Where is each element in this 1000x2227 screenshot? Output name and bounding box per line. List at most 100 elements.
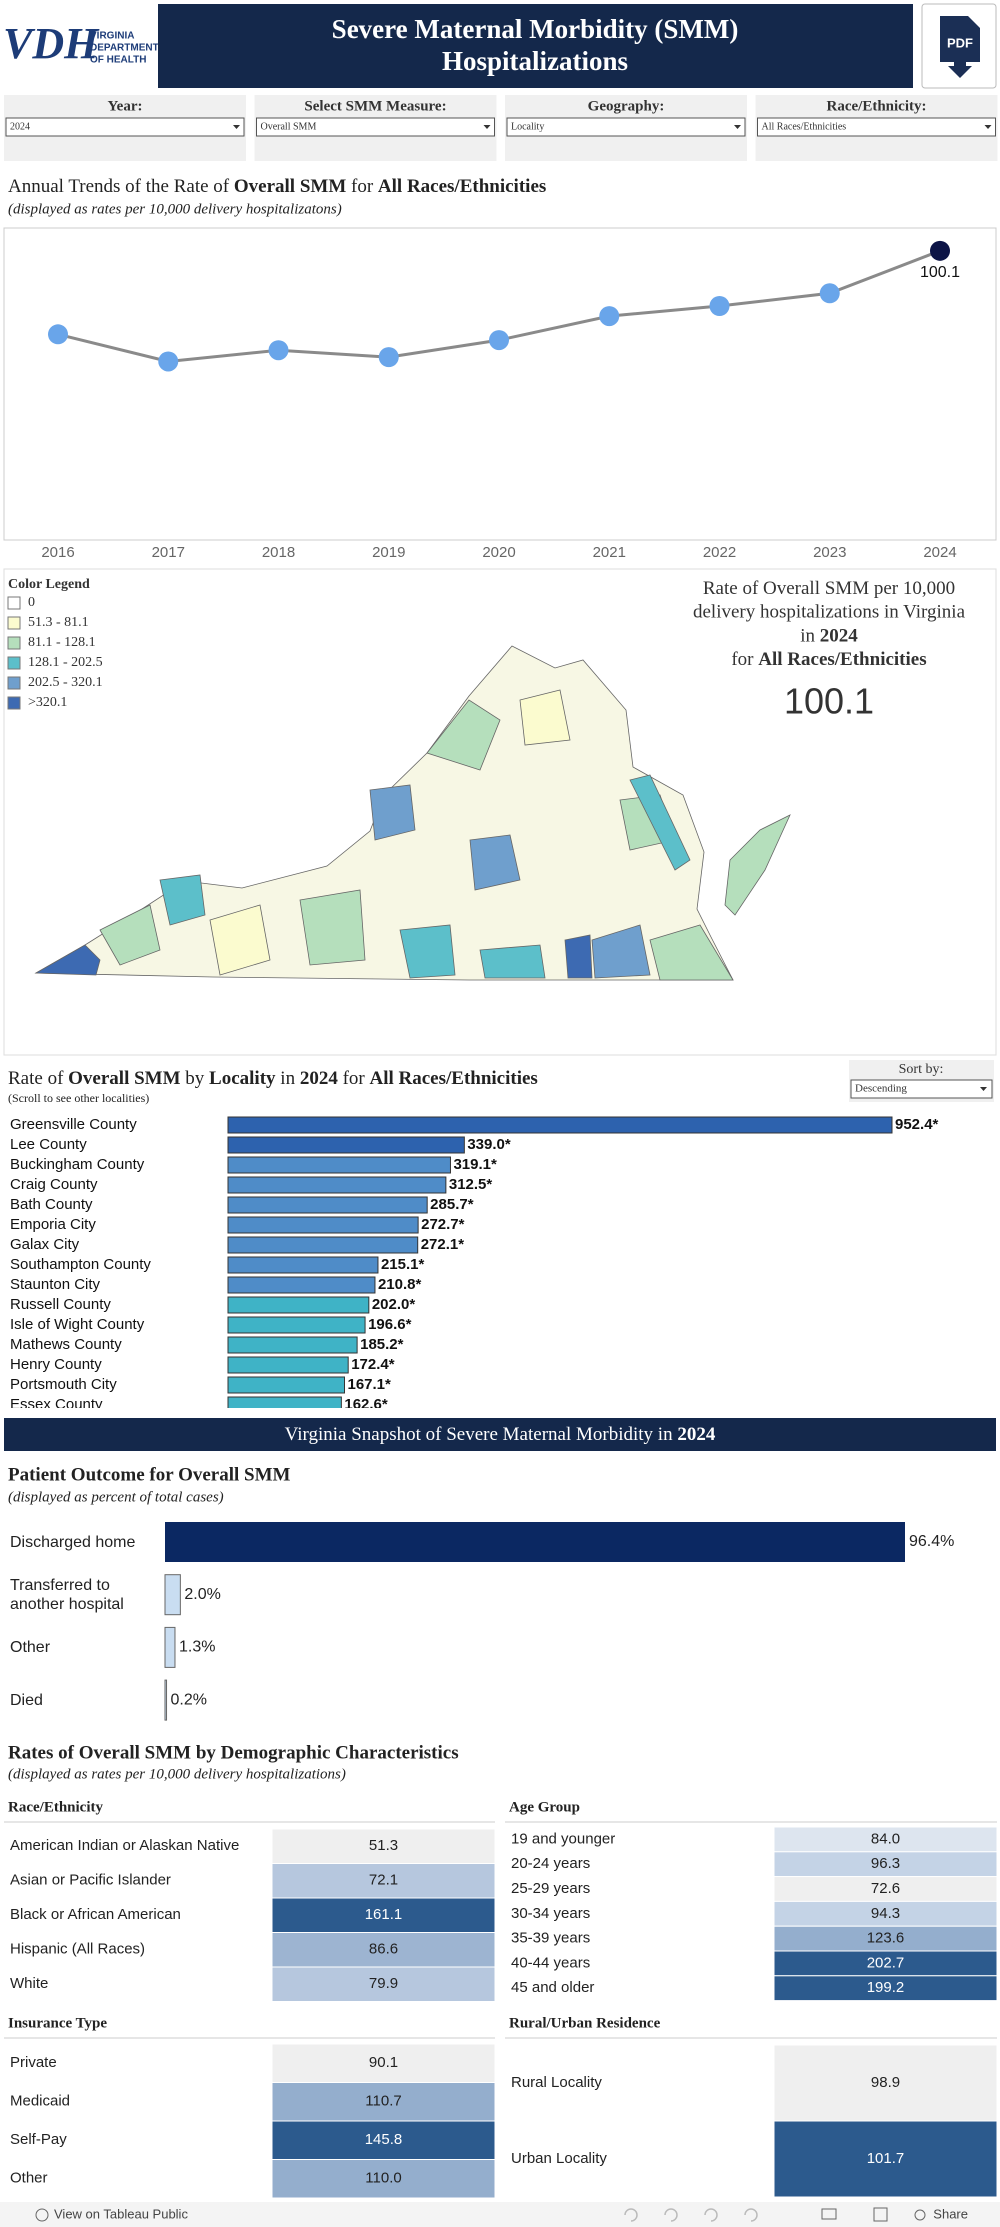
text-part: 2024	[820, 626, 859, 647]
bar	[227, 1296, 370, 1314]
cell-value: 72.6	[871, 1880, 900, 1897]
row-label: 30-34 years	[511, 1905, 590, 1922]
bar-category: Lee County	[10, 1136, 87, 1153]
toolbar-icon[interactable]	[664, 2208, 678, 2222]
legend-label: 81.1 - 128.1	[28, 635, 96, 650]
x-tick-label: 2017	[152, 544, 185, 561]
legend-swatch	[7, 616, 21, 630]
map-region	[649, 924, 734, 981]
cell-value: 161.1	[365, 1906, 403, 1923]
toolbar-icon[interactable]	[744, 2208, 758, 2222]
toolbar-icon[interactable]	[821, 2208, 837, 2220]
data-label: 952.4*	[895, 1116, 939, 1133]
filter-dropdown[interactable]	[5, 117, 245, 137]
x-tick-label: 2023	[813, 544, 846, 561]
row-label: 40-44 years	[511, 1954, 590, 1971]
tableau-link[interactable]: View on Tableau Public	[54, 2206, 188, 2221]
bar	[227, 1256, 379, 1274]
map-region	[479, 944, 546, 979]
filter-dropdown[interactable]	[757, 117, 996, 137]
chart-title: Annual Trends of the Rate of Overall SMM…	[8, 176, 546, 197]
text-part: Rate of Overall SMM per 10,000	[703, 578, 955, 599]
chart-subtitle: (displayed as percent of total cases)	[8, 1489, 224, 1505]
row-label: 19 and younger	[511, 1830, 615, 1847]
legend-swatch	[7, 596, 21, 610]
text-part: 2024	[677, 1424, 716, 1445]
legend-label: 51.3 - 81.1	[28, 615, 89, 630]
map-info: Rate of Overall SMM per 10,000	[703, 578, 955, 599]
text-part: 2024	[300, 1068, 339, 1089]
bar-category: Emporia City	[10, 1216, 96, 1233]
trend-point	[819, 283, 840, 304]
toolbar-icon[interactable]	[704, 2208, 718, 2222]
dropdown-arrow	[980, 1087, 987, 1091]
trend-point	[48, 324, 68, 345]
table-cell	[773, 1925, 998, 1952]
legend-swatch	[7, 636, 21, 650]
table-cell	[271, 1966, 496, 2002]
row-label: Self-Pay	[10, 2131, 67, 2148]
map-value: 100.1	[784, 681, 874, 722]
text-part: in	[800, 626, 820, 647]
map-region	[99, 904, 161, 966]
bar-category: Southampton County	[10, 1256, 151, 1273]
row-label: 45 and older	[511, 1979, 594, 1996]
bar-category: Henry County	[10, 1356, 102, 1373]
data-label: 202.0*	[372, 1296, 416, 1313]
sort-dropdown[interactable]	[850, 1079, 993, 1099]
bar-category: Discharged home	[10, 1533, 136, 1551]
trend-point	[709, 296, 730, 316]
x-tick-label: 2024	[923, 544, 956, 561]
text-part: Virginia Snapshot of Severe Maternal Mor…	[285, 1424, 678, 1445]
row-label: 20-24 years	[511, 1855, 590, 1872]
toolbar-icon[interactable]	[624, 2208, 638, 2222]
filter-value: Locality	[511, 121, 544, 132]
map-region	[519, 689, 571, 746]
table-header: Age Group	[509, 1799, 580, 1815]
cell-value: 101.7	[867, 2150, 905, 2167]
trend-point	[599, 306, 620, 327]
table-cell	[773, 2120, 998, 2198]
trend-point	[489, 330, 509, 351]
x-tick-label: 2019	[372, 544, 405, 561]
filter-dropdown[interactable]	[256, 117, 495, 137]
legend-title: Color Legend	[8, 577, 90, 592]
table-cell	[271, 2120, 496, 2160]
page-title: Hospitalizations	[442, 46, 628, 76]
text-part: Overall SMM	[68, 1068, 180, 1089]
filter-label: Geography:	[588, 98, 665, 114]
share-button[interactable]: Share	[933, 2206, 968, 2221]
data-label: 319.1*	[453, 1156, 497, 1173]
section-title: Virginia Snapshot of Severe Maternal Mor…	[285, 1424, 716, 1445]
cell-value: 79.9	[369, 1975, 398, 1992]
x-tick-label: 2020	[482, 544, 515, 561]
toolbar-icon[interactable]	[873, 2207, 888, 2222]
cell-value: 123.6	[867, 1930, 905, 1947]
table-cell	[773, 1975, 998, 2002]
logo-subtext: OF HEALTH	[90, 55, 146, 66]
cell-value: 96.3	[871, 1855, 900, 1872]
row-label: Private	[10, 2054, 57, 2071]
filter-dropdown[interactable]	[506, 117, 746, 137]
x-tick-label: 2018	[262, 544, 295, 561]
cell-value: 199.2	[867, 1979, 905, 1996]
logo-subtext: DEPARTMENT	[90, 43, 159, 54]
logo-subtext: VIRGINIA	[90, 31, 134, 42]
bar	[227, 1276, 376, 1294]
table-header: Insurance Type	[8, 2015, 107, 2031]
row-label: Other	[10, 2170, 48, 2187]
chart-frame	[3, 227, 997, 541]
pdf-icon	[940, 16, 980, 62]
filter-value: 2024	[10, 121, 30, 132]
data-label: 272.7*	[421, 1216, 465, 1233]
bar-category: Galax City	[10, 1236, 80, 1253]
map-region	[209, 904, 271, 976]
page-title: Severe Maternal Morbidity (SMM)	[332, 14, 739, 44]
virginia-map	[34, 645, 791, 981]
section-subtitle: (displayed as rates per 10,000 delivery …	[8, 1766, 346, 1782]
text-part: for	[338, 1068, 370, 1089]
text-part: All Races/Ethnicities	[369, 1068, 537, 1089]
map-region	[426, 699, 501, 771]
row-label: Rural Locality	[511, 2074, 602, 2091]
